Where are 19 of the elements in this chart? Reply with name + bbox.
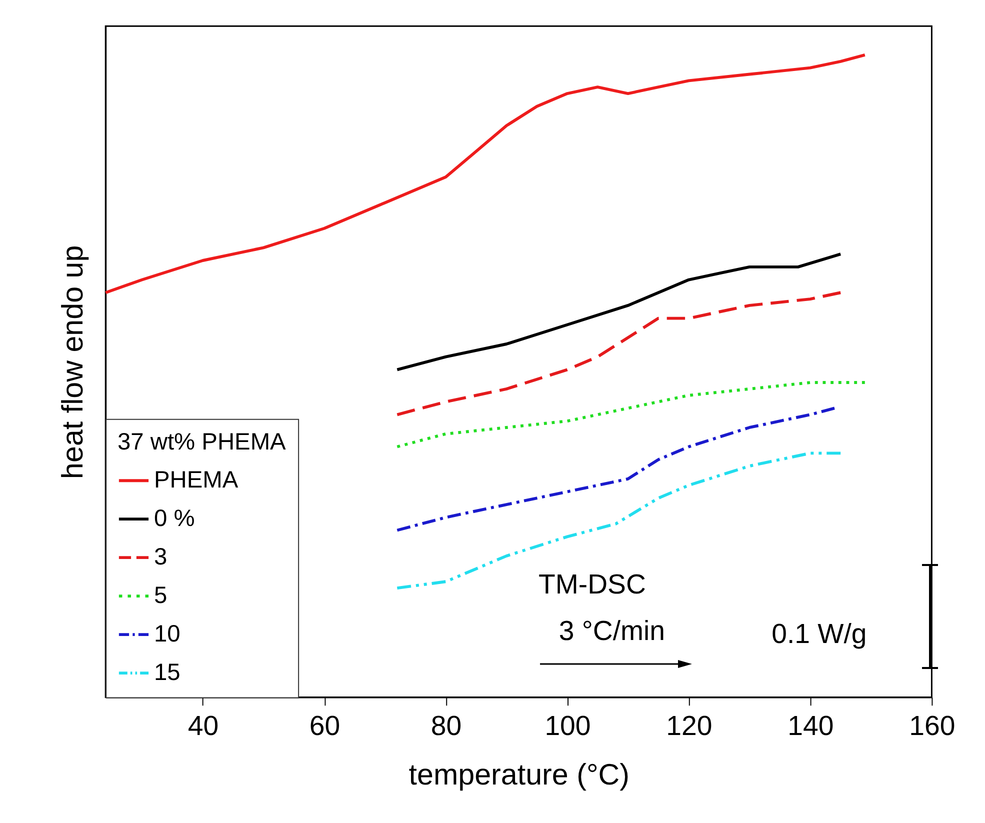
legend-label: 3 [154,544,168,570]
x-axis-title: temperature (°C) [408,758,630,792]
x-tick-label: 140 [788,710,834,742]
legend-label: 0 % [154,506,195,532]
legend-title: 37 wt% PHEMA [117,430,286,456]
y-axis-title: heat flow endo up [56,245,90,479]
annotation: 0.1 W/g [772,618,867,649]
legend-label: 5 [154,582,168,609]
legend-label: PHEMA [154,467,238,494]
x-tick-label: 160 [909,710,956,742]
x-tick-label: 80 [430,710,462,742]
x-tick-label: 60 [309,710,340,742]
annotation: 3 °C/min [558,614,666,646]
x-tick-label: 120 [666,710,712,742]
legend-label: 10 [154,621,180,648]
annotation: TM-DSC [538,568,646,600]
x-tick-label: 40 [188,710,219,742]
legend-label: 15 [154,660,180,686]
x-tick-label: 100 [544,710,591,742]
